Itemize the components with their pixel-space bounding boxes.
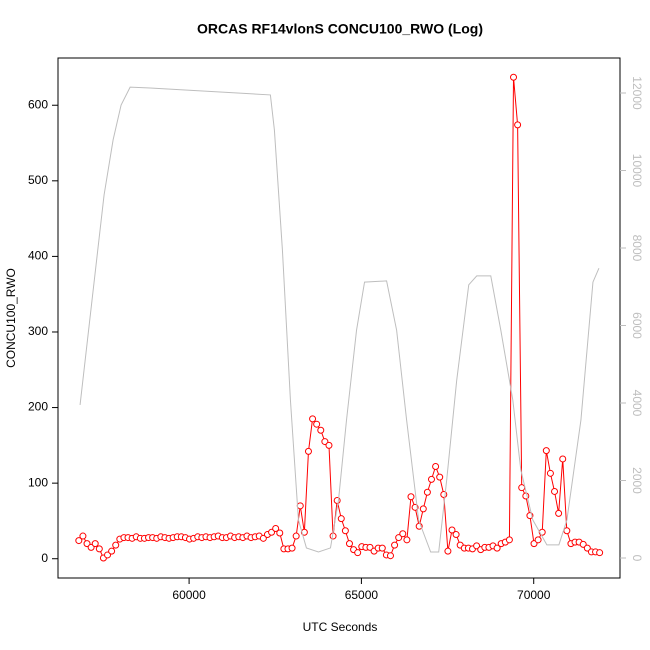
data-point bbox=[534, 536, 542, 544]
data-point bbox=[448, 526, 456, 534]
data-point bbox=[296, 502, 304, 510]
y-tick-label: 100 bbox=[28, 475, 48, 489]
data-point bbox=[399, 530, 407, 538]
data-point bbox=[91, 540, 99, 548]
data-point bbox=[440, 490, 448, 498]
data-point bbox=[493, 544, 501, 552]
data-point bbox=[386, 552, 394, 560]
data-point bbox=[419, 505, 427, 513]
data-point bbox=[378, 544, 386, 552]
data-point bbox=[108, 547, 116, 555]
chart-title: ORCAS RF14vlonS CONCU100_RWO (Log) bbox=[197, 21, 483, 37]
data-point bbox=[555, 509, 563, 517]
data-point bbox=[95, 545, 103, 553]
data-point bbox=[276, 529, 284, 537]
data-point bbox=[505, 536, 513, 544]
data-point bbox=[542, 447, 550, 455]
data-point bbox=[559, 455, 567, 463]
y-axis-label: CONCU100_RWO bbox=[4, 268, 18, 368]
y2-tick-label: 0 bbox=[630, 555, 644, 562]
data-point bbox=[325, 441, 333, 449]
data-point bbox=[444, 547, 452, 555]
y-tick-label: 500 bbox=[28, 173, 48, 187]
data-point bbox=[596, 549, 604, 557]
data-point bbox=[403, 536, 411, 544]
data-point bbox=[436, 473, 444, 481]
data-point bbox=[337, 515, 345, 523]
data-point bbox=[317, 426, 325, 434]
y-tick-label: 200 bbox=[28, 400, 48, 414]
data-point bbox=[272, 524, 280, 532]
data-point bbox=[432, 463, 440, 471]
data-point bbox=[288, 544, 296, 552]
x-axis-label: UTC Seconds bbox=[303, 620, 378, 634]
data-point bbox=[345, 540, 353, 548]
y-tick-label: 400 bbox=[28, 249, 48, 263]
y-tick-label: 300 bbox=[28, 324, 48, 338]
x-tick-label: 70000 bbox=[517, 588, 551, 602]
data-point bbox=[563, 527, 571, 535]
data-point bbox=[407, 493, 415, 501]
y2-tick-label: 4000 bbox=[630, 390, 644, 417]
y2-tick-label: 12000 bbox=[630, 76, 644, 110]
data-point bbox=[452, 531, 460, 539]
data-point bbox=[313, 420, 321, 428]
data-point bbox=[423, 488, 431, 496]
data-point bbox=[427, 475, 435, 483]
data-point bbox=[341, 527, 349, 535]
data-point bbox=[112, 541, 120, 549]
data-point bbox=[518, 484, 526, 492]
y2-tick-label: 10000 bbox=[630, 154, 644, 188]
x-tick-label: 60000 bbox=[172, 588, 206, 602]
y2-tick-label: 6000 bbox=[630, 312, 644, 339]
y2-tick-label: 8000 bbox=[630, 235, 644, 262]
data-point bbox=[514, 121, 522, 129]
data-point bbox=[391, 541, 399, 549]
data-point bbox=[304, 447, 312, 455]
x-tick-label: 65000 bbox=[345, 588, 379, 602]
data-point bbox=[333, 497, 341, 505]
data-point bbox=[75, 537, 83, 545]
data-point bbox=[354, 549, 362, 557]
y-tick-label: 600 bbox=[28, 97, 48, 111]
y-tick-label: 0 bbox=[41, 551, 48, 565]
data-point bbox=[79, 532, 87, 540]
y2-tick-label: 2000 bbox=[630, 467, 644, 494]
data-point bbox=[510, 73, 518, 81]
data-point bbox=[551, 487, 559, 495]
data-point bbox=[292, 532, 300, 540]
series-line bbox=[79, 86, 600, 553]
plot-frame bbox=[57, 57, 621, 579]
data-point bbox=[309, 415, 317, 423]
data-point bbox=[546, 469, 554, 477]
